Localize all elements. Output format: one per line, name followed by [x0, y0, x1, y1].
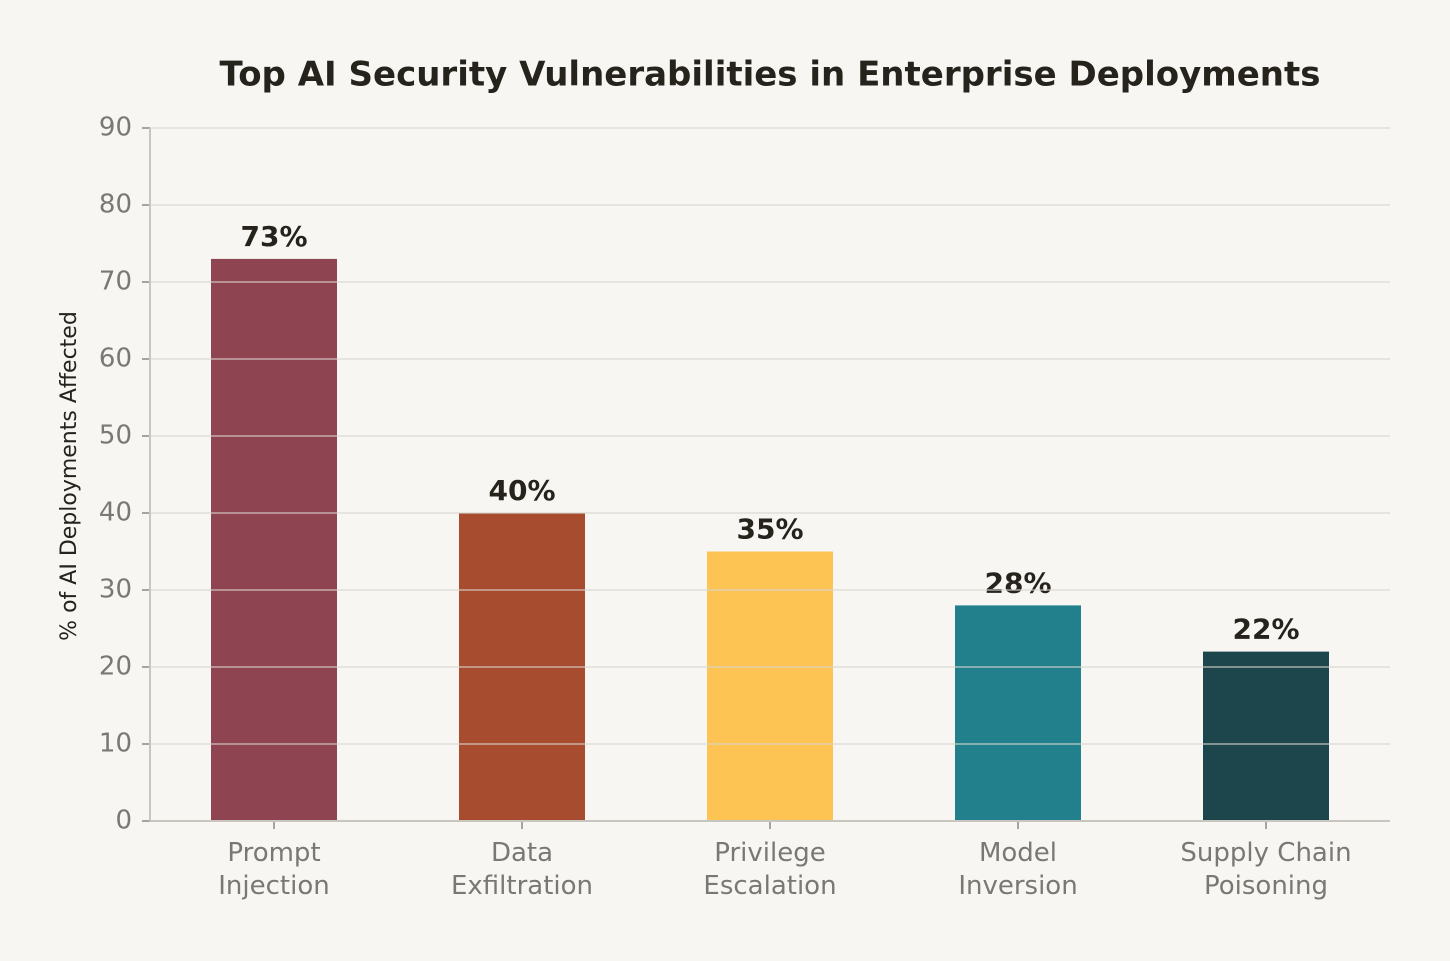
value-label: 40% [488, 474, 555, 507]
y-tick-label: 50 [99, 421, 132, 451]
value-label: 73% [240, 220, 307, 253]
y-tick-label: 60 [99, 344, 132, 374]
bar [1203, 651, 1329, 821]
x-tick-label: Supply Chain Poisoning [1180, 838, 1352, 901]
bar [955, 605, 1081, 821]
y-tick-label: 30 [99, 575, 132, 605]
value-label: 22% [1232, 613, 1299, 646]
x-tick-label: Privilege Escalation [703, 838, 837, 901]
value-label: 28% [984, 566, 1051, 599]
y-tick-label: 80 [99, 190, 132, 220]
bar [707, 551, 833, 821]
y-tick-label: 90 [99, 113, 132, 143]
x-tick-label: Prompt Injection [218, 838, 330, 901]
y-axis-label: % of AI Deployments Affected [57, 311, 82, 641]
y-tick-label: 40 [99, 498, 132, 528]
x-tick-label: Model Inversion [958, 838, 1078, 901]
chart-title: Top AI Security Vulnerabilities in Enter… [220, 55, 1321, 95]
value-label: 35% [736, 513, 803, 546]
y-tick-label: 20 [99, 652, 132, 682]
y-tick-label: 70 [99, 267, 132, 297]
y-tick-label: 0 [115, 806, 132, 836]
y-tick-label: 10 [99, 729, 132, 759]
bar [211, 258, 337, 821]
x-tick-label: Data Exfiltration [450, 838, 594, 901]
